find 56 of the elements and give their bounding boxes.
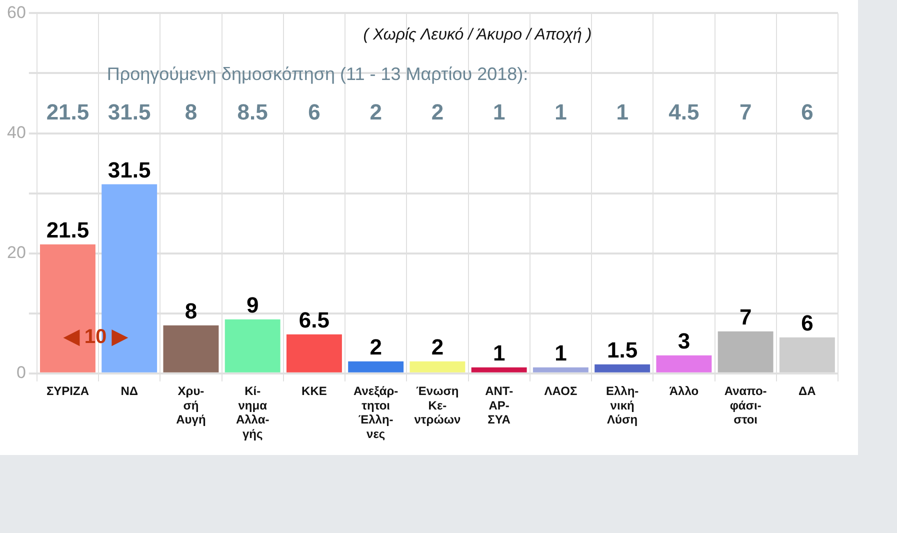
x-tick-label: ΑΝΤ- ΑΡ- ΣΥΑ bbox=[485, 384, 514, 427]
annotation: 1 bbox=[554, 99, 567, 124]
data-label: 6.5 bbox=[298, 307, 330, 332]
x-tick-label: Αναπο- φάσι- στοι bbox=[724, 384, 767, 427]
bar bbox=[163, 325, 219, 372]
data-label: 8 bbox=[184, 298, 198, 324]
bar bbox=[656, 355, 712, 372]
annotation: 8.5 bbox=[237, 99, 268, 124]
bar bbox=[594, 364, 650, 372]
x-tick-label: Ανεξάρ- τητοι Έλλη- νες bbox=[354, 384, 398, 442]
data-label: 6 bbox=[801, 310, 814, 336]
annotation: 31.5 bbox=[108, 99, 151, 124]
bar bbox=[410, 361, 466, 372]
x-tick-label: Άλλο bbox=[669, 384, 699, 398]
annotation: 1 bbox=[492, 99, 506, 124]
x-tick-label: ΣΥΡΙΖΑ bbox=[46, 384, 90, 398]
annotation: 6 bbox=[801, 99, 814, 124]
annotation: 7 bbox=[739, 99, 752, 124]
annotation: 21.5 bbox=[46, 99, 90, 124]
x-tick-label: ΚΚΕ bbox=[302, 384, 327, 398]
data-label: 3 bbox=[678, 328, 690, 354]
bar bbox=[348, 361, 404, 372]
x-tick-label: Ένωση Κε- ντρώων bbox=[414, 384, 461, 427]
data-label: 2 bbox=[431, 334, 444, 360]
annotation: 2 bbox=[431, 99, 444, 124]
bar bbox=[532, 367, 588, 372]
data-label: 7 bbox=[739, 304, 752, 330]
data-label: 9 bbox=[246, 292, 259, 318]
x-tick-label: Ελλη- νική Λύση bbox=[606, 384, 639, 427]
bar bbox=[471, 367, 527, 372]
y-tick-label: 0 bbox=[16, 363, 26, 382]
x-tick-label: ΛΑΟΣ bbox=[544, 384, 578, 398]
bar bbox=[286, 334, 342, 372]
bar bbox=[224, 319, 280, 372]
bar bbox=[779, 337, 835, 372]
x-tick-label: Χρυ- σή Αυγή bbox=[176, 384, 206, 427]
data-label: 31.5 bbox=[108, 157, 151, 182]
data-label: 2 bbox=[370, 334, 382, 360]
data-label: 1.5 bbox=[607, 337, 638, 362]
bar bbox=[718, 331, 774, 372]
data-label: 21.5 bbox=[46, 217, 90, 242]
x-tick-label: ΝΔ bbox=[120, 384, 138, 398]
annotation: 2 bbox=[370, 99, 382, 124]
annotation: Προηγούμενη δημοσκόπηση (11 - 13 Μαρτίου 2018): bbox=[106, 64, 528, 84]
y-tick-label: 40 bbox=[6, 122, 26, 142]
annotation: 1 bbox=[616, 99, 628, 124]
y-tick-label: 20 bbox=[6, 243, 26, 262]
data-label: 1 bbox=[554, 340, 567, 366]
x-tick-label: Κί- νημα Αλλα- γής bbox=[236, 384, 270, 442]
text: ( Χωρίς Λευκό / Άκυρο / Αποχή ) bbox=[363, 26, 592, 44]
y-tick-label: 60 bbox=[6, 2, 26, 22]
x-tick-label: ΔΑ bbox=[798, 384, 816, 398]
annotation: 6 bbox=[308, 99, 320, 124]
annotation: 4.5 bbox=[668, 99, 700, 124]
data-label: 1 bbox=[492, 340, 506, 366]
annotation: 8 bbox=[184, 99, 198, 124]
